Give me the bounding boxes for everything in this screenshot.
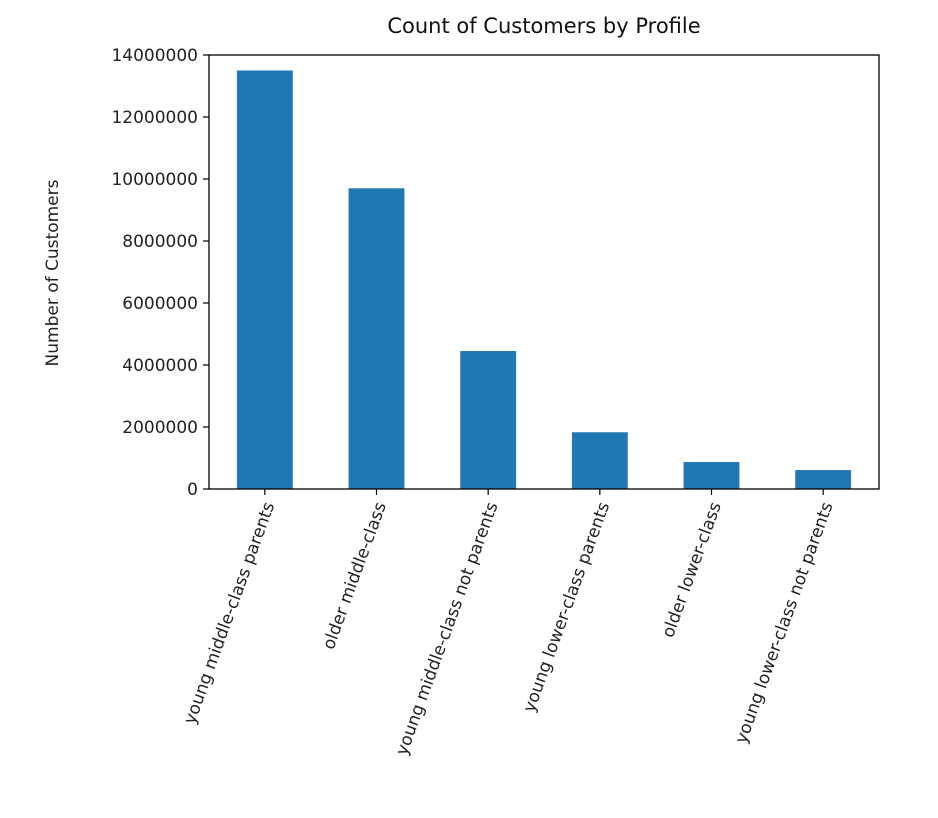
bar-3 bbox=[571, 432, 628, 489]
y-tick-label: 2000000 bbox=[122, 418, 198, 438]
x-tick-label: young middle-class not parents bbox=[392, 499, 502, 758]
chart-title: Count of Customers by Profile bbox=[387, 14, 700, 38]
x-tick-label: young lower-class parents bbox=[520, 499, 615, 715]
y-tick-label: 0 bbox=[187, 480, 198, 500]
x-tick-label: older middle-class bbox=[319, 499, 391, 652]
bar-0 bbox=[236, 70, 293, 489]
bar-2 bbox=[460, 351, 517, 489]
plot-frame bbox=[208, 54, 880, 490]
y-axis-ticks: 0 2000000 4000000 6000000 8000000 10000000 120… bbox=[111, 46, 209, 500]
bar-5 bbox=[795, 470, 852, 489]
y-tick-label: 4000000 bbox=[122, 356, 198, 376]
x-axis-ticks: young middle-class parents older middle-c… bbox=[180, 489, 838, 758]
y-tick-label: 6000000 bbox=[122, 294, 198, 314]
bar-1 bbox=[348, 188, 405, 490]
y-tick-label: 14000000 bbox=[111, 46, 198, 66]
y-tick-label: 10000000 bbox=[111, 170, 198, 190]
x-tick-label: young lower-class not parents bbox=[731, 499, 837, 746]
y-tick-label: 12000000 bbox=[111, 108, 198, 128]
y-axis-title: Number of Customers bbox=[43, 179, 63, 366]
bars-layer bbox=[236, 70, 852, 490]
y-tick-label: 8000000 bbox=[122, 232, 198, 252]
x-tick-label: young middle-class parents bbox=[180, 499, 279, 726]
x-tick-label: older lower-class bbox=[658, 499, 726, 640]
bar-4 bbox=[683, 462, 740, 489]
